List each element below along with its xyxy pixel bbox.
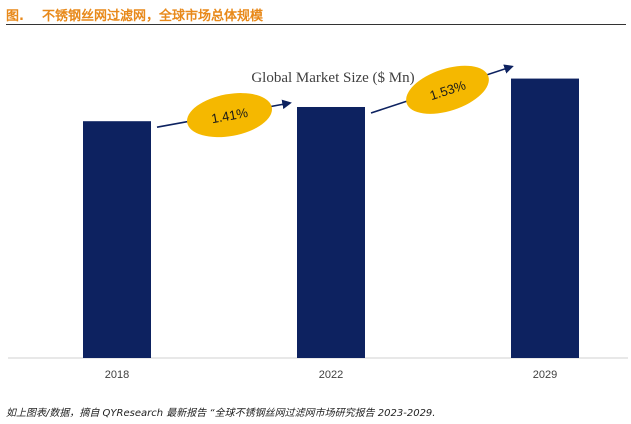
cagr-badge-2018-2022	[187, 93, 272, 138]
figure-title: 不锈钢丝网过滤网，全球市场总体规模	[42, 9, 264, 24]
x-tick-label-2022: 2022	[319, 369, 343, 381]
x-tick-label-2018: 2018	[105, 369, 129, 381]
figure-label: 图.	[6, 9, 24, 24]
cagr-label-2018-2022: 1.41%	[210, 105, 249, 126]
figure-header: 图. 不锈钢丝网过滤网，全球市场总体规模	[6, 4, 626, 25]
bar-2018	[83, 121, 151, 358]
cagr-badge-2022-2029	[406, 65, 489, 114]
bar-2029	[511, 78, 579, 359]
x-tick-label-2029: 2029	[533, 369, 557, 381]
source-note: 如上图表/数据，摘自 QYResearch 最新报告 “全球不锈钢丝网过滤网市场…	[6, 408, 436, 419]
bar-2022	[297, 106, 365, 358]
chart-title: Global Market Size ($ Mn)	[251, 70, 414, 86]
